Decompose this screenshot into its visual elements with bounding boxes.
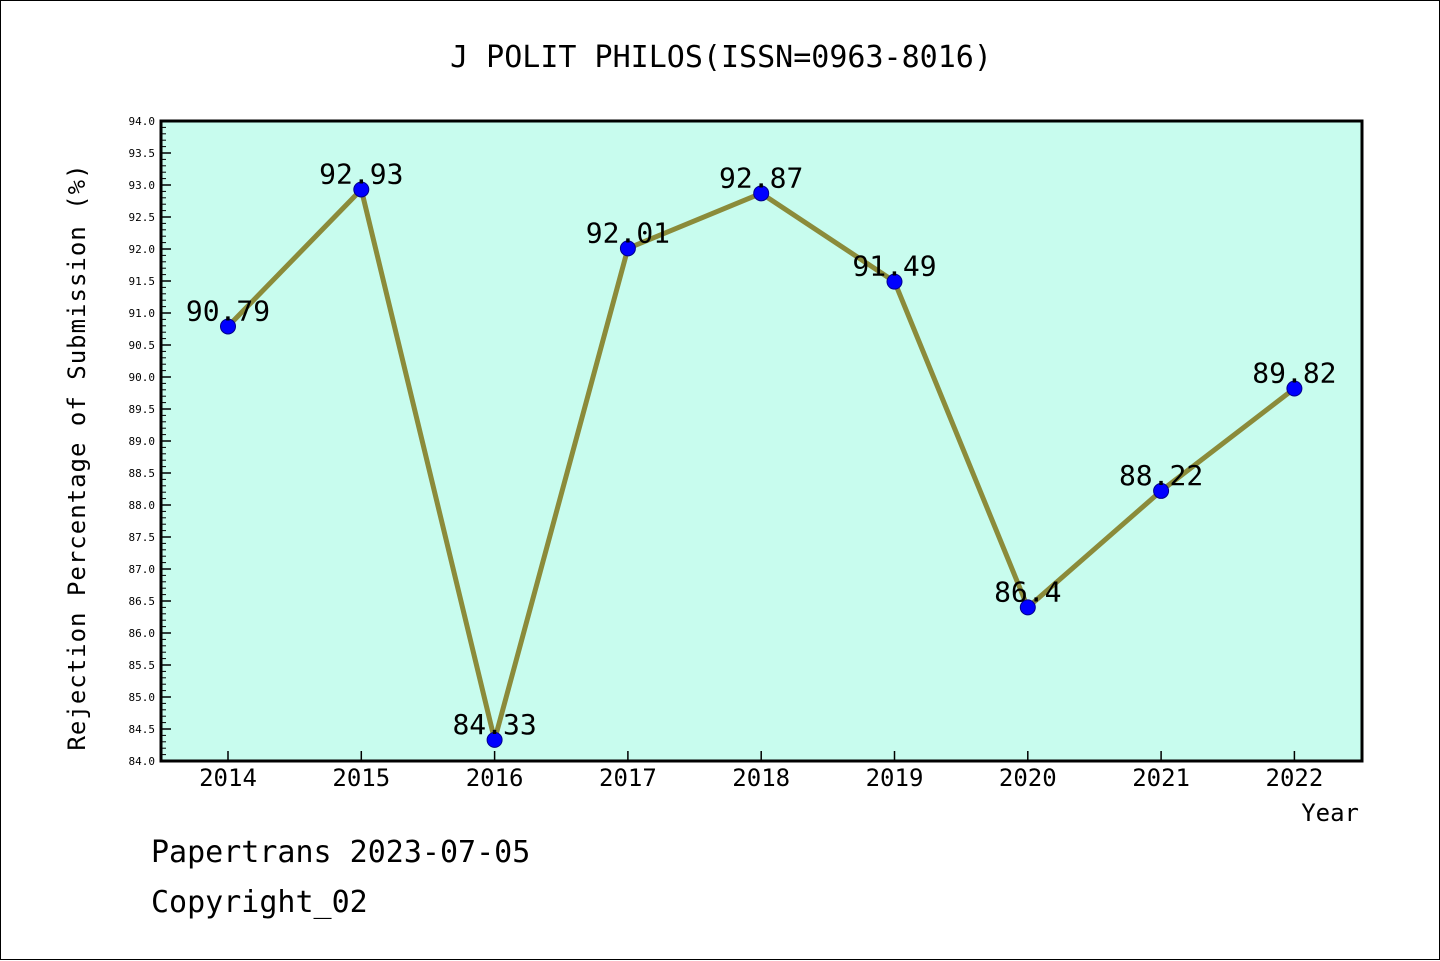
y-tick-label: 89.5 [129, 403, 156, 416]
plot-area [159, 119, 1364, 763]
y-tick-label: 88.5 [129, 467, 156, 480]
x-axis-label: Year [1301, 799, 1359, 827]
x-tick-label: 2018 [732, 764, 790, 792]
x-tick-label: 2021 [1132, 764, 1190, 792]
x-tick-label: 2019 [866, 764, 924, 792]
y-tick-label: 85.5 [129, 659, 156, 672]
chart-title: J POLIT PHILOS(ISSN=0963-8016) [450, 40, 992, 75]
data-point [1019, 599, 1036, 616]
data-label: 92.01 [586, 216, 670, 249]
x-tick-label: 2016 [466, 764, 524, 792]
series-markers [220, 181, 1303, 748]
y-tick-label: 89.0 [129, 435, 156, 448]
y-tick-label: 87.0 [129, 563, 156, 576]
footer-copyright: Copyright_02 [151, 885, 368, 920]
data-point [220, 318, 236, 335]
y-tick-label: 94.0 [129, 115, 156, 128]
data-point [1286, 380, 1303, 397]
y-tick-label: 86.0 [129, 627, 156, 640]
y-tick-label: 86.5 [129, 595, 156, 608]
x-tick-label: 2022 [1266, 764, 1324, 792]
y-tick-label: 88.0 [129, 499, 156, 512]
footer-date: Papertrans 2023-07-05 [151, 835, 531, 870]
y-tick-label: 90.0 [129, 371, 156, 384]
data-point [753, 185, 770, 202]
data-point [486, 731, 503, 748]
data-label: 89.82 [1252, 357, 1336, 390]
y-tick-label: 85.0 [129, 691, 156, 704]
y-tick-label: 84.5 [129, 723, 156, 736]
data-label: 86.4 [994, 575, 1061, 608]
data-point [353, 181, 370, 198]
data-label: 92.93 [319, 157, 403, 190]
x-tick-label: 2014 [199, 764, 257, 792]
y-tick-label: 93.5 [129, 147, 156, 160]
y-tick-label: 93.0 [129, 179, 156, 192]
data-label: 92.87 [719, 161, 803, 194]
data-labels: 90.79 92.93 84.33 92.01 92.87 91.49 86.4 88.22 8… [186, 157, 1337, 740]
data-label: 90.79 [186, 294, 270, 327]
data-point [1153, 482, 1170, 499]
y-axis-label: Rejection Percentage of Submission (%) [63, 163, 91, 750]
data-label: 91.49 [852, 250, 936, 283]
data-point [886, 273, 903, 290]
data-label: 84.33 [452, 708, 536, 741]
y-tick-label: 84.0 [129, 755, 156, 768]
y-tick-label: 90.5 [129, 339, 156, 352]
y-tick-label: 91.0 [129, 307, 156, 320]
x-tick-label: 2017 [599, 764, 657, 792]
y-tick-label: 92.0 [129, 243, 156, 256]
y-tick-label: 91.5 [129, 275, 156, 288]
x-tick-label: 2015 [332, 764, 390, 792]
x-axis: 2014 2015 2016 2017 2018 2019 2020 2021 2022 [199, 751, 1323, 792]
data-point [619, 240, 636, 257]
y-axis: 84.0 84.5 85.0 85.5 86.0 86.5 87.0 87.5 88.0 88.5… [129, 115, 171, 768]
x-tick-label: 2020 [999, 764, 1057, 792]
y-tick-label: 92.5 [129, 211, 156, 224]
y-tick-label: 87.5 [129, 531, 156, 544]
data-label: 88.22 [1119, 459, 1203, 492]
